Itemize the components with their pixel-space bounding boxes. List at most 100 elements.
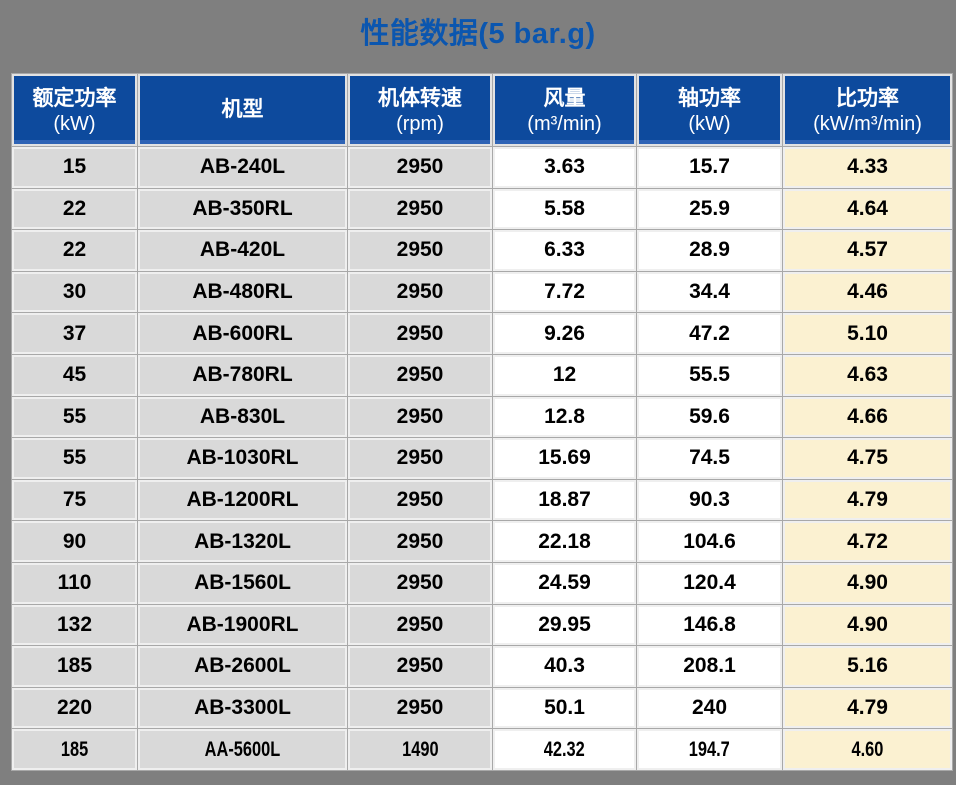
cell-shaft-power: 28.9: [637, 230, 782, 271]
cell-value: 9.26: [544, 321, 585, 345]
cell-specific-power: 4.64: [783, 188, 952, 230]
cell-model: AB-480RL: [138, 271, 347, 313]
column-header-unit: (rpm): [396, 113, 444, 136]
cell-specific-power: 4.46: [783, 271, 952, 313]
cell-model: AB-1200RL: [138, 479, 347, 521]
cell-value: AB-1030RL: [186, 446, 299, 470]
cell-value: AB-830L: [199, 404, 286, 428]
cell-value: 29.95: [538, 612, 591, 636]
cell-value: 4.33: [847, 155, 888, 179]
cell-specific-power: 4.90: [783, 604, 952, 646]
cell-air-flow: 12.8: [493, 396, 636, 438]
cell-value: 104.6: [683, 529, 736, 553]
cell-value: 2950: [396, 280, 444, 304]
column-header-label: 轴功率: [678, 86, 741, 110]
cell-value: 5.16: [847, 654, 888, 678]
cell-value: 2950: [396, 363, 444, 387]
cell-model: AA-5600L: [138, 729, 347, 770]
cell-value: 2950: [396, 612, 444, 636]
cell-value: 90: [62, 529, 87, 553]
column-header-specific-power: 比功率 (kW/m³/min): [783, 74, 952, 146]
column-header-air-flow: 风量 (m³/min): [493, 74, 636, 146]
cell-value: 37: [62, 321, 87, 345]
cell-value: 40.3: [544, 654, 585, 678]
cell-value: 55: [62, 446, 87, 470]
cell-value: 90.3: [689, 488, 730, 512]
cell-value: 4.46: [847, 280, 888, 304]
cell-value: AA-5600L: [204, 737, 281, 761]
table-row: 90 AB-1320L 2950 22.18 104.6 4.72: [12, 521, 952, 562]
cell-value: 208.1: [683, 654, 736, 678]
cell-model: AB-830L: [138, 396, 347, 438]
cell-air-flow: 42.32: [493, 729, 636, 770]
table-row: 185 AB-2600L 2950 40.3 208.1 5.16: [12, 646, 952, 687]
cell-value: AB-3300L: [194, 696, 291, 720]
column-header-label: 比功率: [836, 86, 899, 110]
cell-specific-power: 4.90: [783, 562, 952, 604]
table-row: 185 AA-5600L 1490 42.32 194.7 4.60: [12, 729, 952, 770]
cell-air-flow: 50.1: [493, 687, 636, 729]
cell-value: 47.2: [689, 321, 730, 345]
cell-value: 2950: [396, 321, 444, 345]
cell-value: 120.4: [683, 571, 736, 595]
cell-speed: 2950: [348, 562, 492, 604]
table-row: 22 AB-420L 2950 6.33 28.9 4.57: [12, 230, 952, 271]
column-header-unit: (kW): [53, 113, 96, 136]
cell-air-flow: 6.33: [493, 230, 636, 271]
cell-value: AB-1900RL: [186, 612, 299, 636]
cell-air-flow: 9.26: [493, 313, 636, 354]
cell-shaft-power: 90.3: [637, 479, 782, 521]
cell-shaft-power: 74.5: [637, 438, 782, 479]
cell-specific-power: 4.75: [783, 438, 952, 479]
cell-value: 15.7: [689, 155, 730, 179]
cell-value: 2950: [396, 446, 444, 470]
cell-rated-power: 22: [12, 230, 137, 271]
cell-value: AB-780RL: [192, 363, 293, 387]
cell-value: AB-600RL: [192, 321, 293, 345]
cell-shaft-power: 55.5: [637, 354, 782, 396]
cell-value: AB-240L: [199, 155, 286, 179]
cell-value: 22.18: [538, 529, 591, 553]
cell-value: 1490: [401, 737, 439, 761]
cell-shaft-power: 34.4: [637, 271, 782, 313]
cell-speed: 2950: [348, 479, 492, 521]
cell-rated-power: 37: [12, 313, 137, 354]
cell-value: AB-1560L: [194, 571, 291, 595]
cell-value: 28.9: [689, 238, 730, 262]
cell-rated-power: 22: [12, 188, 137, 230]
cell-rated-power: 75: [12, 479, 137, 521]
cell-value: AB-420L: [199, 238, 286, 262]
cell-value: 4.63: [847, 363, 888, 387]
cell-model: AB-600RL: [138, 313, 347, 354]
column-header-label: 机体转速: [378, 86, 462, 110]
cell-speed: 1490: [348, 729, 492, 770]
cell-value: 185: [60, 737, 89, 761]
cell-rated-power: 45: [12, 354, 137, 396]
cell-speed: 2950: [348, 396, 492, 438]
column-header-shaft-power: 轴功率 (kW): [637, 74, 782, 146]
cell-rated-power: 55: [12, 438, 137, 479]
cell-value: 34.4: [689, 280, 730, 304]
cell-value: AB-1320L: [194, 529, 291, 553]
column-header-label: 风量: [543, 86, 586, 110]
column-header-label: 额定功率: [32, 86, 117, 110]
cell-value: 45: [62, 363, 87, 387]
cell-specific-power: 4.63: [783, 354, 952, 396]
cell-model: AB-240L: [138, 147, 347, 188]
cell-value: 2950: [396, 654, 444, 678]
cell-air-flow: 40.3: [493, 646, 636, 687]
cell-speed: 2950: [348, 646, 492, 687]
cell-speed: 2950: [348, 313, 492, 354]
cell-value: 12.8: [544, 404, 585, 428]
table-row: 55 AB-830L 2950 12.8 59.6 4.66: [12, 396, 952, 438]
cell-value: 2950: [396, 571, 444, 595]
cell-rated-power: 30: [12, 271, 137, 313]
cell-value: 2950: [396, 155, 444, 179]
cell-shaft-power: 47.2: [637, 313, 782, 354]
cell-air-flow: 12: [493, 354, 636, 396]
cell-value: 50.1: [544, 696, 585, 720]
cell-rated-power: 132: [12, 604, 137, 646]
cell-rated-power: 220: [12, 687, 137, 729]
cell-air-flow: 7.72: [493, 271, 636, 313]
table-row: 30 AB-480RL 2950 7.72 34.4 4.46: [12, 271, 952, 313]
